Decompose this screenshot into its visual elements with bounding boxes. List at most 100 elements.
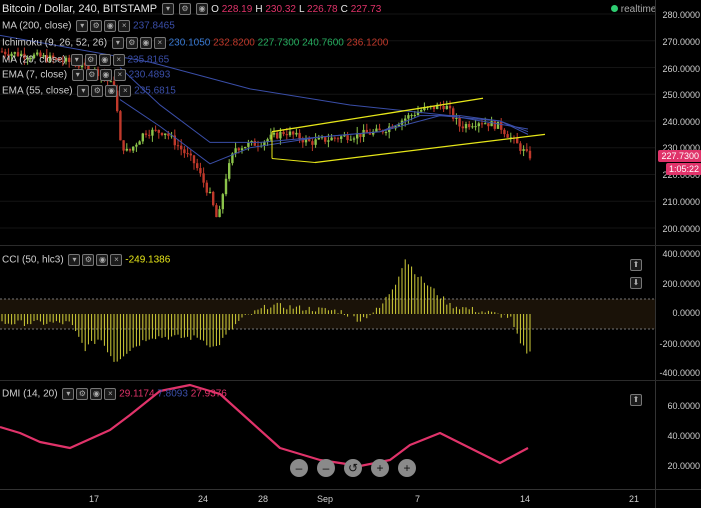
dropdown-icon[interactable]: ▾ xyxy=(111,37,124,49)
candle-body xyxy=(461,126,464,129)
visibility-icon[interactable]: ◉ xyxy=(96,254,109,266)
candle-body xyxy=(487,123,490,127)
dropdown-icon[interactable]: ▾ xyxy=(71,69,84,81)
zoom-out-button[interactable]: – xyxy=(290,459,308,477)
candle-body xyxy=(52,55,55,59)
chart-title-row: Bitcoin / Dollar, 240, BITSTAMP ▾ ⚙ ◉ O … xyxy=(2,3,381,16)
visibility-icon[interactable]: ◉ xyxy=(196,3,209,16)
candle-body xyxy=(356,133,359,139)
ohlc-open: O 228.19 xyxy=(211,4,253,15)
candle-body xyxy=(208,191,212,193)
candle-body xyxy=(23,53,26,59)
settings-icon[interactable]: ⚙ xyxy=(90,20,103,32)
candle-body xyxy=(29,58,32,60)
dropdown-icon[interactable]: ▾ xyxy=(77,85,90,97)
price-chart-panel[interactable]: Bitcoin / Dollar, 240, BITSTAMP ▾ ⚙ ◉ O … xyxy=(0,0,656,245)
settings-icon[interactable]: ⚙ xyxy=(76,388,89,400)
pane-divider[interactable] xyxy=(0,245,701,246)
candle-body xyxy=(205,182,208,193)
visibility-icon[interactable]: ◉ xyxy=(104,20,117,32)
close-icon[interactable]: × xyxy=(112,54,125,66)
countdown-tag: 1:05:22 xyxy=(665,163,701,175)
price-tick: 230.0000 xyxy=(662,143,700,153)
zoom-in-button[interactable]: + xyxy=(398,459,416,477)
close-icon[interactable]: × xyxy=(113,69,126,81)
indicator-ma200[interactable]: MA (200, close) ▾ ⚙ ◉ × 237.8465 xyxy=(2,20,175,32)
candle-body xyxy=(292,131,295,135)
candle-body xyxy=(224,178,228,195)
dropdown-icon[interactable]: ▾ xyxy=(161,3,174,16)
price-tick: 260.0000 xyxy=(662,64,700,74)
dmi-panel[interactable]: DMI (14, 20) ▾ ⚙ ◉ × 29.1174 7.8093 27.9376… xyxy=(0,381,655,489)
candle-body xyxy=(525,149,528,151)
candle-body xyxy=(212,191,215,206)
candle-body xyxy=(119,111,122,141)
dropdown-icon[interactable]: ▾ xyxy=(70,54,83,66)
close-icon[interactable]: × xyxy=(110,254,123,266)
axis-corner xyxy=(655,489,701,508)
dropdown-icon[interactable]: ▾ xyxy=(68,254,81,266)
close-icon[interactable]: × xyxy=(104,388,117,400)
settings-icon[interactable]: ⚙ xyxy=(82,254,95,266)
candle-body xyxy=(32,54,36,59)
candle-body xyxy=(324,137,327,142)
move-down-icon[interactable]: ⬇ xyxy=(630,276,642,289)
candle-body xyxy=(442,105,445,110)
move-up-icon[interactable]: ⬆ xyxy=(630,258,642,271)
candle-body xyxy=(365,129,368,133)
candle-body xyxy=(263,141,266,146)
close-icon[interactable]: × xyxy=(119,85,132,97)
indicator-ema55[interactable]: EMA (55, close) ▾ ⚙ ◉ × 235.6815 xyxy=(2,85,176,97)
cci-canvas[interactable] xyxy=(0,246,655,380)
candle-body xyxy=(509,137,512,139)
visibility-icon[interactable]: ◉ xyxy=(99,69,112,81)
settings-icon[interactable]: ⚙ xyxy=(91,85,104,97)
dropdown-icon[interactable]: ▾ xyxy=(62,388,75,400)
candle-body xyxy=(125,148,128,151)
candle-body xyxy=(288,131,292,136)
close-icon[interactable]: × xyxy=(153,37,166,49)
cci-panel[interactable]: CCI (50, hlc3) ▾ ⚙ ◉ × -249.1386 ⬆ ⬇ xyxy=(0,246,655,380)
visibility-icon[interactable]: ◉ xyxy=(105,85,118,97)
dmi-legend[interactable]: DMI (14, 20) ▾ ⚙ ◉ × 29.1174 7.8093 27.9376 xyxy=(2,388,227,400)
indicator-ema7[interactable]: EMA (7, close) ▾ ⚙ ◉ × 230.4893 xyxy=(2,69,171,81)
current-price-tag: 227.7300 xyxy=(658,150,701,162)
indicator-ma20[interactable]: MA (20, close) ▾ ⚙ ◉ × 235.8165 xyxy=(2,54,170,66)
dropdown-icon[interactable]: ▾ xyxy=(76,20,89,32)
close-icon[interactable]: × xyxy=(118,20,131,32)
candle-body xyxy=(13,52,16,54)
candle-body xyxy=(247,142,250,147)
candle-body xyxy=(445,105,448,110)
candle-body xyxy=(474,126,477,128)
cci-axis[interactable]: 400.0000 200.0000 0.0000 -200.0000 -400.… xyxy=(655,246,701,380)
dmi-canvas[interactable] xyxy=(0,381,655,489)
visibility-icon[interactable]: ◉ xyxy=(98,54,111,66)
move-up-icon[interactable]: ⬆ xyxy=(630,393,642,406)
reset-chart-button[interactable]: ↺ xyxy=(344,459,362,477)
scroll-left-button[interactable]: – xyxy=(317,459,335,477)
settings-icon[interactable]: ⚙ xyxy=(85,69,98,81)
cci-legend[interactable]: CCI (50, hlc3) ▾ ⚙ ◉ × -249.1386 xyxy=(2,254,171,266)
indicator-ichimoku[interactable]: Ichimoku (9, 26, 52, 26) ▾ ⚙ ◉ × 230.1050 2… xyxy=(2,37,389,49)
time-axis[interactable]: 17 24 28 Sep 7 14 21 xyxy=(0,489,655,508)
candle-body xyxy=(279,131,282,139)
candle-body xyxy=(416,111,420,116)
candle-body xyxy=(7,54,10,56)
settings-icon[interactable]: ⚙ xyxy=(84,54,97,66)
settings-icon[interactable]: ⚙ xyxy=(179,3,192,16)
dmi-axis[interactable]: 60.0000 40.0000 20.0000 xyxy=(655,381,701,489)
candle-body xyxy=(215,205,218,218)
symbol-title[interactable]: Bitcoin / Dollar, 240, BITSTAMP xyxy=(2,3,157,15)
visibility-icon[interactable]: ◉ xyxy=(90,388,103,400)
pane-divider[interactable] xyxy=(0,380,701,381)
channel-edge-line xyxy=(271,157,316,163)
dmi-tick: 60.0000 xyxy=(667,401,700,411)
visibility-icon[interactable]: ◉ xyxy=(139,37,152,49)
candle-body xyxy=(96,69,100,77)
price-axis[interactable]: 280.0000 270.0000 260.0000 250.0000 240.… xyxy=(655,0,701,245)
settings-icon[interactable]: ⚙ xyxy=(125,37,138,49)
candle-body xyxy=(154,129,157,131)
scroll-right-button[interactable]: + xyxy=(371,459,389,477)
candle-body xyxy=(173,135,176,146)
candle-body xyxy=(464,124,468,129)
